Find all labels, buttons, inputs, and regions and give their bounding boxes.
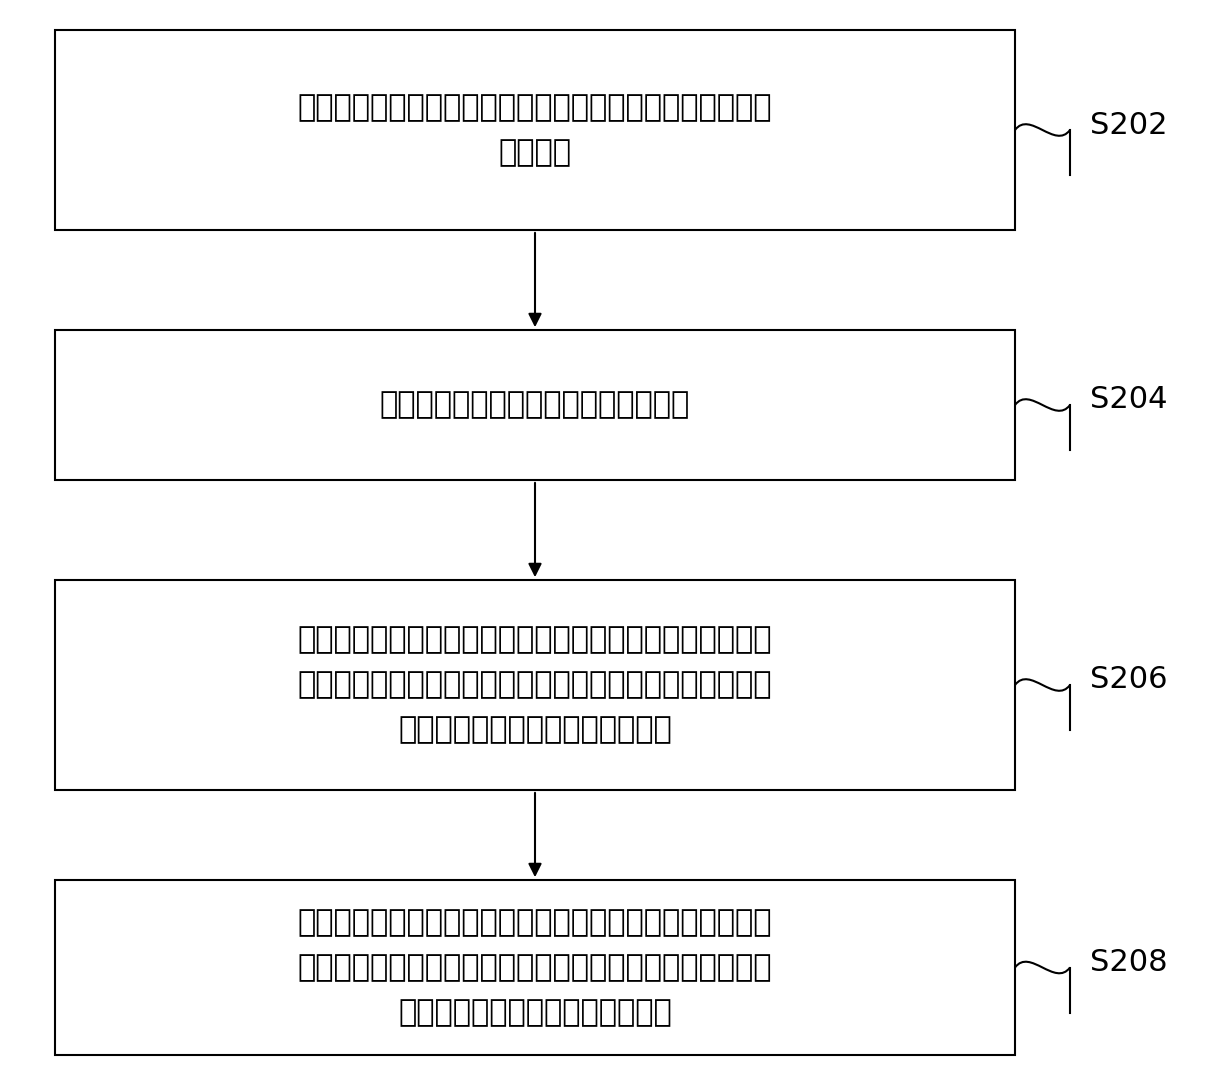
Bar [55,30,1016,230]
Bar [55,580,1016,790]
Text: S202: S202 [1089,111,1167,140]
Bar [55,880,1016,1055]
Bar [55,330,1016,480]
Text: 识别所述待处理文本语句中的目标名词: 识别所述待处理文本语句中的目标名词 [380,391,691,420]
Text: 确定所述目标名词与所述待处理文本语句中其他字符之间的
相关度，其中，所述其他字符为所述待处理文本语句中包括
的除所述目标名词短语之外的字符: 确定所述目标名词与所述待处理文本语句中其他字符之间的 相关度，其中，所述其他字符… [298,908,772,1027]
Text: S206: S206 [1089,665,1167,694]
Text: 获取待处理文本语句，其中，所述待处理文本语句包括至少
两个字符: 获取待处理文本语句，其中，所述待处理文本语句包括至少 两个字符 [298,93,772,167]
Text: S204: S204 [1089,385,1167,414]
Text: 确定所述目标名词与所述待处理文本语句中其他字符之间的
相关度，其中，所述其他字符为所述待处理文本语句中包括
的除所述目标名词短语之外的字符: 确定所述目标名词与所述待处理文本语句中其他字符之间的 相关度，其中，所述其他字符… [298,625,772,744]
Text: S208: S208 [1089,948,1168,976]
